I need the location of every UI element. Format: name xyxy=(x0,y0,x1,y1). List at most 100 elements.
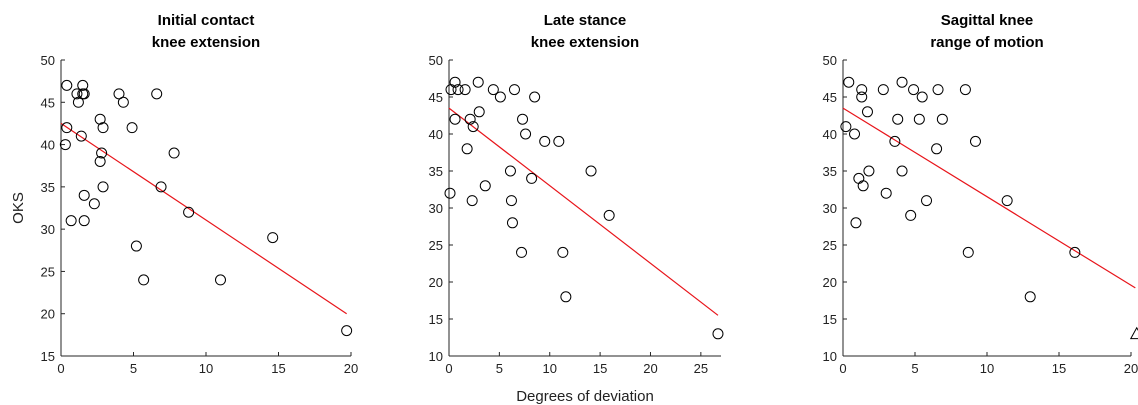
data-point xyxy=(850,217,862,229)
data-point xyxy=(504,165,516,177)
data-point xyxy=(78,88,90,100)
x-tick-label: 25 xyxy=(694,361,708,376)
y-tick-label: 50 xyxy=(429,53,443,68)
y-tick-label: 15 xyxy=(823,312,837,327)
x-tick-label: 20 xyxy=(1124,361,1138,376)
data-point xyxy=(849,128,861,140)
y-axis-label: OKS xyxy=(10,192,27,224)
x-tick-label: 0 xyxy=(445,361,452,376)
data-point xyxy=(840,121,852,133)
data-point xyxy=(473,106,485,118)
data-point xyxy=(59,139,71,151)
y-tick-label: 35 xyxy=(429,164,443,179)
data-point xyxy=(65,215,77,227)
data-point xyxy=(959,84,971,96)
data-point xyxy=(1024,291,1036,303)
y-tick-label: 40 xyxy=(41,138,55,153)
y-tick-label: 50 xyxy=(41,53,55,68)
data-point xyxy=(560,291,572,303)
chart-title-line: Initial contact xyxy=(158,12,255,29)
data-point xyxy=(466,195,478,207)
data-point xyxy=(138,274,150,286)
data-point xyxy=(508,84,520,96)
subplot-sagittal-rom: Sagittal knee range of motion 10 15 20 25 30 35… xyxy=(823,12,1138,376)
data-point xyxy=(529,91,541,103)
data-point xyxy=(117,96,129,108)
y-tick-label: 15 xyxy=(41,349,55,364)
data-point xyxy=(71,88,83,100)
data-point xyxy=(712,328,724,340)
data-point xyxy=(215,274,226,286)
x-tick-label: 15 xyxy=(271,361,285,376)
data-point xyxy=(861,106,873,118)
data-point xyxy=(856,91,868,103)
data-point xyxy=(445,84,457,96)
data-point xyxy=(78,215,90,227)
data-point xyxy=(843,76,855,88)
y-tick-label: 30 xyxy=(823,201,837,216)
data-point xyxy=(479,180,491,192)
data-point xyxy=(889,135,901,147)
data-point xyxy=(905,209,917,221)
y-tick-label: 50 xyxy=(823,53,837,68)
triangle-data-point xyxy=(1129,326,1138,340)
y-tick-label: 20 xyxy=(823,275,837,290)
data-point xyxy=(467,121,479,133)
data-point xyxy=(449,113,461,125)
data-point xyxy=(88,198,100,210)
data-point xyxy=(853,172,865,184)
x-tick-label: 10 xyxy=(199,361,213,376)
y-tick-label: 40 xyxy=(429,127,443,142)
data-point xyxy=(539,135,551,147)
chart-title-line: range of motion xyxy=(930,34,1043,51)
data-point xyxy=(1001,195,1013,207)
x-tick-label: 5 xyxy=(496,361,503,376)
data-point xyxy=(962,246,974,258)
chart-title-line: knee extension xyxy=(531,34,639,51)
regression-line xyxy=(448,107,719,316)
data-point xyxy=(96,147,108,159)
y-tick-label: 45 xyxy=(429,90,443,105)
data-point xyxy=(880,187,892,199)
subplot-late-stance: Late stance knee extension 10 15 20 25 30 35 40 4… xyxy=(429,12,724,405)
data-point xyxy=(969,135,981,147)
data-point xyxy=(168,147,180,159)
x-tick-label: 10 xyxy=(543,361,557,376)
data-point xyxy=(61,79,73,91)
y-tick-label: 10 xyxy=(429,349,443,364)
x-tick-label: 10 xyxy=(980,361,994,376)
data-point xyxy=(97,122,109,134)
data-point xyxy=(97,181,109,193)
y-tick-label: 15 xyxy=(429,312,443,327)
data-point xyxy=(557,246,569,258)
data-point xyxy=(916,91,928,103)
x-tick-label: 5 xyxy=(911,361,918,376)
data-point xyxy=(863,165,875,177)
data-point xyxy=(603,209,615,221)
y-tick-label: 30 xyxy=(429,201,443,216)
y-tick-label: 20 xyxy=(41,307,55,322)
data-point xyxy=(444,187,456,199)
chart-title-line: Late stance xyxy=(544,12,627,29)
data-point xyxy=(1069,246,1081,258)
data-point xyxy=(464,113,476,125)
data-point xyxy=(77,79,89,91)
data-point xyxy=(341,325,353,337)
x-tick-label: 15 xyxy=(1052,361,1066,376)
data-point xyxy=(892,113,904,125)
data-point xyxy=(936,113,948,125)
x-tick-label: 20 xyxy=(643,361,657,376)
data-point xyxy=(61,122,73,134)
data-point xyxy=(155,181,167,193)
data-point xyxy=(526,172,538,184)
data-point xyxy=(183,206,195,218)
chart-title-line: Sagittal knee xyxy=(941,12,1034,29)
y-tick-label: 45 xyxy=(41,95,55,110)
data-point xyxy=(921,195,933,207)
x-tick-label: 0 xyxy=(57,361,64,376)
y-tick-label: 30 xyxy=(41,222,55,237)
data-point xyxy=(896,165,908,177)
data-point xyxy=(517,113,529,125)
data-point xyxy=(585,165,597,177)
